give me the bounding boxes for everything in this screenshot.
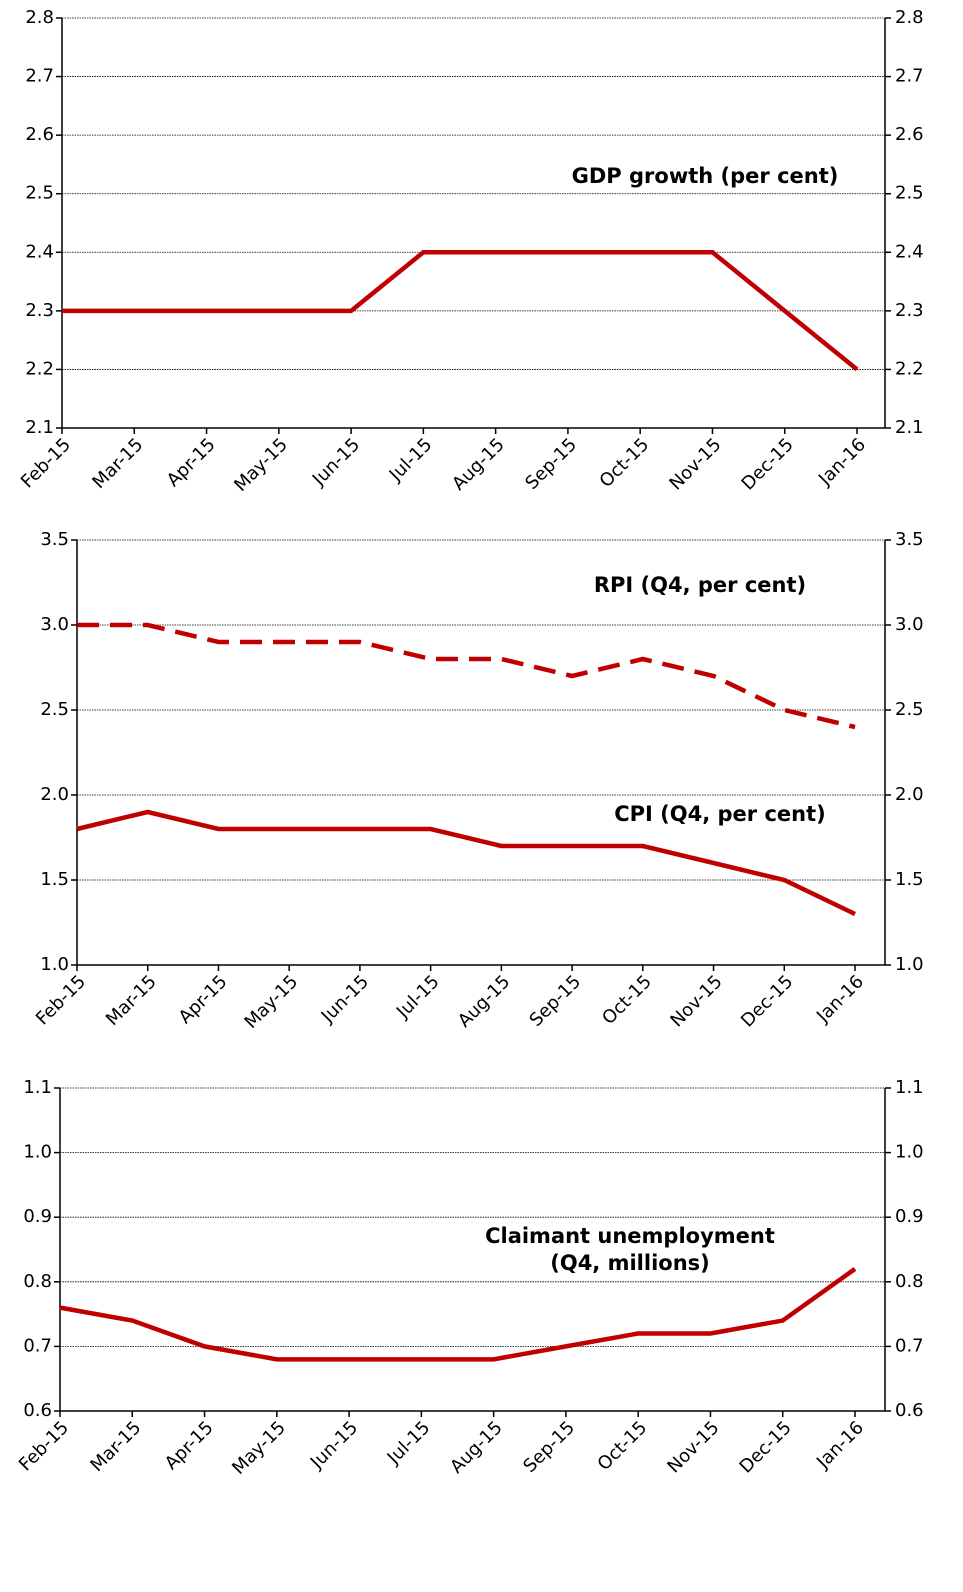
y2-tick-label: 0.7	[895, 1335, 924, 1356]
y2-tick-label: 0.6	[895, 1400, 924, 1421]
y2-tick-label: 2.5	[895, 183, 924, 204]
x-tick-label: Nov-15	[665, 434, 725, 494]
x-tick-label: Jul-15	[385, 434, 437, 486]
y-tick-label: 2.5	[25, 183, 54, 204]
y-tick-label: 1.0	[40, 954, 69, 975]
y2-tick-label: 3.0	[895, 614, 924, 635]
y2-tick-label: 3.5	[895, 529, 924, 550]
x-tick-label: Jun-15	[317, 971, 373, 1027]
series-label: RPI (Q4, per cent)	[593, 573, 807, 597]
x-tick-label: Sep-15	[521, 434, 581, 494]
x-tick-label: Nov-15	[666, 971, 726, 1031]
x-tick-label: Aug-15	[446, 1417, 506, 1477]
x-tick-label: Jul-15	[392, 971, 444, 1023]
x-tick-label: Aug-15	[448, 434, 508, 494]
x-tick-label: Sep-15	[526, 971, 586, 1031]
y-tick-label: 2.2	[25, 358, 54, 379]
y2-tick-label: 2.5	[895, 699, 924, 720]
y-tick-label: 2.1	[25, 417, 54, 438]
x-tick-label: Dec-15	[738, 434, 798, 494]
y-tick-label: 0.9	[23, 1206, 52, 1227]
series-line	[76, 809, 856, 917]
y-tick-label: 1.1	[23, 1077, 52, 1098]
y-tick-label: 0.8	[23, 1271, 52, 1292]
y2-tick-label: 0.8	[895, 1271, 924, 1292]
x-tick-label: Aug-15	[454, 971, 514, 1031]
y2-tick-label: 2.8	[895, 7, 924, 28]
x-tick-label: Jun-15	[306, 1417, 362, 1473]
y2-tick-label: 2.2	[895, 358, 924, 379]
y-tick-label: 2.6	[25, 124, 54, 145]
x-tick-label: Dec-15	[736, 1417, 796, 1477]
y2-tick-label: 2.0	[895, 784, 924, 805]
y2-tick-label: 2.7	[895, 66, 924, 87]
y-tick-label: 0.6	[23, 1400, 52, 1421]
x-tick-label: Apr-15	[161, 1417, 218, 1474]
y2-tick-label: 1.0	[895, 954, 924, 975]
y2-tick-label: 2.3	[895, 300, 924, 321]
x-tick-label: May-15	[230, 434, 292, 496]
y-tick-label: 3.0	[40, 614, 69, 635]
y-tick-label: 2.0	[40, 784, 69, 805]
y-tick-label: 2.5	[40, 699, 69, 720]
series-line	[59, 1267, 857, 1362]
x-tick-label: Sep-15	[519, 1417, 579, 1477]
x-tick-label: Nov-15	[663, 1417, 723, 1477]
series-line	[62, 250, 859, 372]
x-tick-label: Jan-16	[812, 1417, 868, 1473]
series-line	[77, 622, 856, 730]
x-tick-label: Feb-15	[32, 971, 90, 1029]
x-tick-label: Oct-15	[598, 971, 656, 1029]
series-label: GDP growth (per cent)	[571, 164, 839, 188]
y2-tick-label: 0.9	[895, 1206, 924, 1227]
x-tick-label: Jul-15	[383, 1417, 435, 1469]
x-tick-label: Mar-15	[88, 434, 147, 493]
x-tick-label: Feb-15	[15, 1417, 73, 1475]
y-tick-label: 2.4	[25, 241, 54, 262]
y2-tick-label: 2.1	[895, 417, 924, 438]
x-tick-label: Jan-16	[814, 434, 870, 490]
y-tick-label: 0.7	[23, 1335, 52, 1356]
y2-tick-label: 2.4	[895, 241, 924, 262]
x-tick-label: Apr-15	[163, 434, 220, 491]
x-tick-label: Oct-15	[596, 434, 654, 492]
x-tick-label: Jun-15	[308, 434, 364, 490]
y-tick-label: 2.8	[25, 7, 54, 28]
y2-tick-label: 1.5	[895, 869, 924, 890]
y-tick-label: 3.5	[40, 529, 69, 550]
y2-tick-label: 1.0	[895, 1142, 924, 1163]
y-tick-label: 2.3	[25, 300, 54, 321]
x-tick-label: May-15	[228, 1417, 290, 1479]
x-tick-label: Feb-15	[17, 434, 75, 492]
y2-tick-label: 1.1	[895, 1077, 924, 1098]
x-tick-label: Oct-15	[594, 1417, 652, 1475]
x-tick-label: Apr-15	[175, 971, 232, 1028]
x-tick-label: Mar-15	[102, 971, 161, 1030]
x-tick-label: Dec-15	[737, 971, 797, 1031]
series-label: Claimant unemployment (Q4, millions)	[485, 1224, 775, 1275]
series-label: CPI (Q4, per cent)	[614, 802, 826, 826]
y-tick-label: 1.0	[23, 1142, 52, 1163]
x-tick-label: Mar-15	[86, 1417, 145, 1476]
y-tick-label: 1.5	[40, 869, 69, 890]
x-tick-label: May-15	[241, 971, 303, 1033]
x-tick-label: Jan-16	[812, 971, 868, 1027]
y-tick-label: 2.7	[25, 66, 54, 87]
y2-tick-label: 2.6	[895, 124, 924, 145]
